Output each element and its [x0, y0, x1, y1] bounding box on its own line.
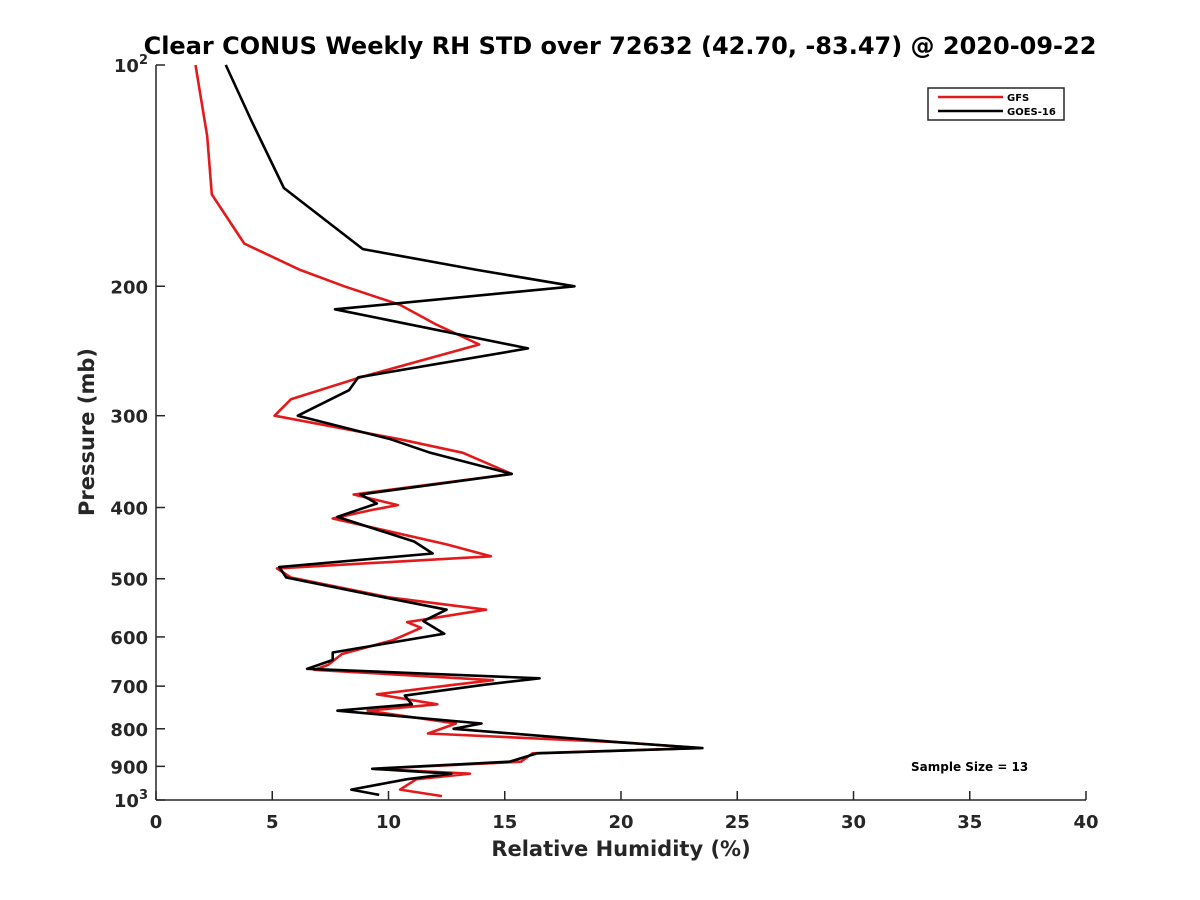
y-tick-label: 600 [110, 628, 148, 649]
y-tick-label: 103 [114, 788, 148, 812]
series-layer [194, 64, 704, 798]
chart-title: Clear CONUS Weekly RH STD over 72632 (42… [144, 32, 1097, 60]
legend-box [927, 87, 1065, 121]
legend-label-gfs: GFS [1007, 93, 1029, 104]
series-line-goes-16 [224, 64, 704, 797]
y-tick-label: 102 [114, 53, 148, 77]
legend-label-goes16: GOES-16 [1007, 107, 1056, 118]
y-tick-label: 800 [110, 720, 148, 741]
y-tick-label: 500 [110, 570, 148, 591]
legend: GFS GOES-16 [927, 87, 1065, 121]
x-tick-label: 0 [150, 812, 163, 833]
sample-size-annotation: Sample Size = 13 [911, 760, 1028, 774]
y-tick-label: 400 [110, 499, 148, 520]
x-tick-label: 20 [608, 812, 633, 833]
x-tick-label: 30 [841, 812, 866, 833]
x-tick-label: 10 [376, 812, 401, 833]
x-axis-label: Relative Humidity (%) [491, 837, 750, 861]
x-tick-label: 25 [725, 812, 750, 833]
x-tick-label: 15 [492, 812, 517, 833]
x-tick-label: 40 [1073, 812, 1098, 833]
y-axis-label: Pressure (mb) [75, 348, 99, 516]
y-tick-label: 900 [110, 757, 148, 778]
y-tick-label: 700 [110, 677, 148, 698]
x-tick-layer: 0 5 10 15 20 25 30 35 40 [150, 791, 1099, 833]
y-tick-label: 200 [110, 277, 148, 298]
x-tick-label: 35 [957, 812, 982, 833]
y-tick-layer: 102 200 300 400 500 600 700 800 900 103 [110, 53, 165, 812]
x-tick-label: 5 [266, 812, 279, 833]
y-tick-label: 300 [110, 407, 148, 428]
